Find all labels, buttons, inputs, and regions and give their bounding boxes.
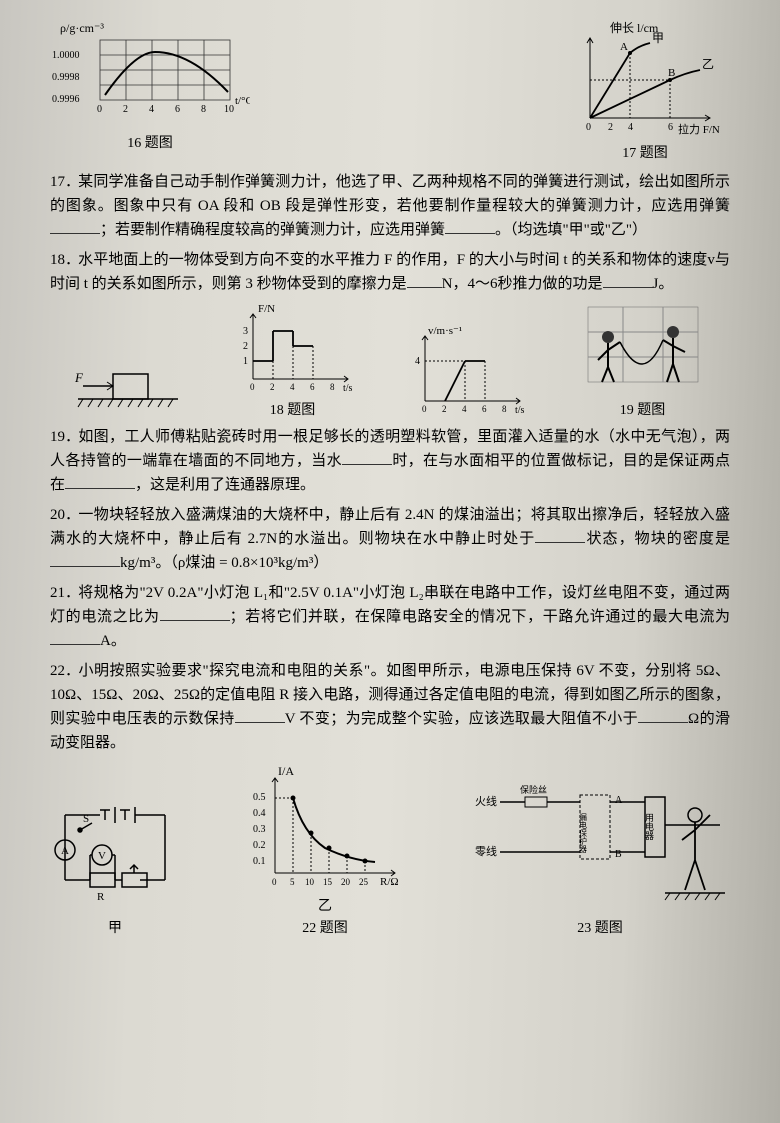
svg-text:拉力 F/N: 拉力 F/N [678,122,720,136]
svg-text:8: 8 [330,382,335,392]
chart-17: 伸长 l/cm A 甲 B [560,20,730,140]
svg-text:8: 8 [201,104,206,115]
svg-text:漏电保护器: 漏电保护器 [579,812,588,854]
svg-text:10: 10 [305,877,315,887]
svg-text:B: B [615,849,622,860]
svg-text:0.5: 0.5 [253,792,266,803]
svg-text:B: B [668,67,675,79]
fig23-circuit: 火线 零线 保险丝 漏电保护器 A B 用电器 [470,785,730,937]
svg-text:20: 20 [341,877,351,887]
svg-text:R: R [97,891,105,903]
svg-text:火线: 火线 [475,794,497,808]
svg-text:F/N: F/N [258,303,275,315]
blank [235,708,285,723]
svg-text:0.2: 0.2 [253,840,266,851]
svg-text:6: 6 [668,122,673,133]
svg-text:0.3: 0.3 [253,824,266,835]
svg-text:4: 4 [290,382,295,392]
svg-text:A: A [615,795,623,806]
svg-text:0.9996: 0.9996 [52,94,80,105]
fig22-circuit: S A R V [50,795,180,937]
svg-text:0: 0 [586,122,591,133]
fig17-label: 17 题图 [560,142,730,162]
svg-text:1: 1 [243,356,248,367]
svg-text:6: 6 [482,404,487,414]
blank [50,552,120,567]
svg-text:3: 3 [243,326,248,337]
blank [50,630,100,645]
fig18-block: F [73,349,183,419]
blank [445,219,495,234]
svg-text:4: 4 [149,104,154,115]
svg-text:V: V [98,850,106,862]
svg-text:6: 6 [310,382,315,392]
svg-text:2: 2 [243,341,248,352]
svg-text:2: 2 [442,404,447,414]
fig19-illustration [578,302,708,397]
blank [603,273,653,288]
question-19: 19．如图，工人师傅粘贴瓷砖时用一根足够长的透明塑料软管，里面灌入适量的水（水中… [50,425,730,497]
svg-text:0: 0 [250,382,255,392]
svg-text:4: 4 [462,404,467,414]
svg-text:0.9998: 0.9998 [52,72,80,83]
svg-text:2: 2 [608,122,613,133]
svg-text:A: A [620,41,628,53]
blank [342,450,392,465]
svg-text:0: 0 [272,877,277,887]
fig22-chart: I/A 0.5 0.4 0.3 0.2 0.1 [240,763,410,937]
svg-text:乙: 乙 [702,57,714,71]
svg-text:25: 25 [359,877,369,887]
svg-text:2: 2 [270,382,275,392]
svg-text:用电器: 用电器 [644,813,654,840]
svg-text:t/s: t/s [343,383,353,394]
figure-17: 伸长 l/cm A 甲 B [560,20,730,162]
svg-text:8: 8 [502,404,507,414]
fig16-label: 16 题图 [50,132,250,152]
svg-text:保险丝: 保险丝 [520,785,547,795]
question-17: 17．某同学准备自己动手制作弹簧测力计，他选了甲、乙两种规格不同的弹簧进行测试，… [50,170,730,242]
svg-text:零线: 零线 [475,844,497,858]
svg-text:10: 10 [224,104,234,115]
question-22: 22．小明按照实验要求"探究电流和电阻的关系"。如图甲所示，电源电压保持 6V … [50,659,730,755]
svg-text:甲: 甲 [652,31,664,45]
svg-text:1.0000: 1.0000 [52,50,80,61]
svg-text:0: 0 [97,104,102,115]
svg-text:F: F [74,370,84,385]
svg-text:6: 6 [175,104,180,115]
svg-text:I/A: I/A [278,764,294,778]
blank [160,606,230,621]
svg-text:t/s: t/s [515,405,525,416]
svg-text:v/m·s⁻¹: v/m·s⁻¹ [428,325,462,337]
svg-text:S: S [83,813,89,825]
figure-16: ρ/g·cm⁻³ 1.0000 0.9998 [50,20,250,162]
blank [638,708,688,723]
svg-text:t/°C: t/°C [235,95,250,107]
svg-text:0.4: 0.4 [253,808,266,819]
svg-text:15: 15 [323,877,333,887]
svg-text:R/Ω: R/Ω [380,876,399,888]
svg-text:4: 4 [628,122,633,133]
blank [407,273,442,288]
svg-text:0.1: 0.1 [253,856,266,867]
fig18-chart-v: v/m·s⁻¹ 4 0 2 4 6 8 t/s [403,324,533,419]
blank [50,219,100,234]
question-21: 21．将规格为"2V 0.2A"小灯泡 L₁和"2.5V 0.1A"小灯泡 L₂… [50,581,730,653]
svg-text:2: 2 [123,104,128,115]
question-18: 18．水平地面上的一物体受到方向不变的水平推力 F 的作用，F 的大小与时间 t… [50,248,730,296]
svg-text:5: 5 [290,877,295,887]
blank [535,528,585,543]
question-20: 20．一物块轻轻放入盛满煤油的大烧杯中，静止后有 2.4N 的煤油溢出；将其取出… [50,503,730,575]
chart-16: ρ/g·cm⁻³ 1.0000 0.9998 [50,20,250,130]
figure-18-19-row: F F/N 1 2 3 [50,302,730,419]
svg-text:A: A [61,845,69,857]
svg-text:4: 4 [415,356,420,367]
svg-text:0: 0 [422,404,427,414]
blank [65,474,135,489]
fig18-chart-F: F/N 1 2 3 [228,302,358,397]
fig16-ylabel: ρ/g·cm⁻³ [60,21,104,35]
